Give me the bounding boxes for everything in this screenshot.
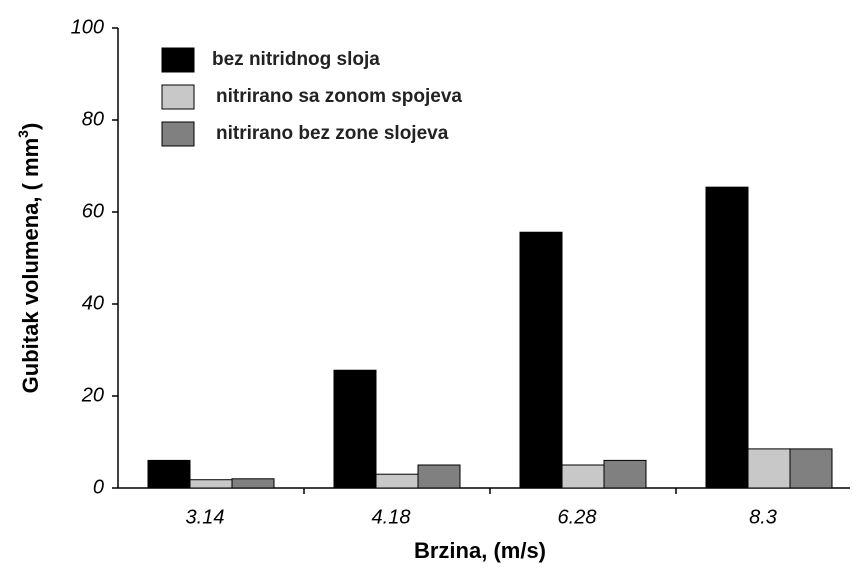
bar — [333, 369, 377, 489]
y-tick-label: 20 — [81, 384, 104, 406]
bar — [189, 479, 233, 489]
bar — [747, 448, 791, 489]
y-label-sup: 3 — [15, 130, 31, 138]
bar — [705, 186, 749, 489]
x-axis-label: Brzina, (m/s) — [414, 538, 546, 563]
legend-label: bez nitridnog sloja — [212, 49, 380, 70]
bar — [561, 464, 605, 489]
bar — [147, 459, 191, 489]
y-tick-label: 80 — [82, 108, 104, 130]
x-tick-label: 8.3 — [749, 506, 777, 528]
y-label-text: Gubitak volumena, ( mm — [18, 138, 43, 394]
y-axis-label: Gubitak volumena, ( mm3) — [15, 123, 43, 394]
y-tick-label: 100 — [71, 16, 104, 38]
legend-label: nitrirano bez zone slojeva — [216, 123, 449, 144]
bar — [375, 473, 419, 489]
y-tick-label: 60 — [82, 200, 104, 222]
bar — [789, 448, 833, 489]
y-tick-label: 40 — [82, 292, 104, 314]
bar — [417, 464, 461, 489]
legend-swatch — [161, 47, 195, 73]
bar — [519, 231, 563, 489]
legend-label: nitrirano sa zonom spojeva — [216, 86, 462, 107]
y-tick-label: 0 — [93, 476, 104, 498]
bar — [231, 478, 275, 489]
legend-swatch — [161, 84, 195, 110]
x-tick-label: 3.14 — [186, 506, 225, 528]
bar — [603, 459, 647, 489]
x-tick-label: 6.28 — [558, 506, 597, 528]
y-label-end: ) — [18, 123, 43, 130]
x-tick-label: 4.18 — [372, 506, 411, 528]
legend-swatch — [161, 121, 195, 147]
